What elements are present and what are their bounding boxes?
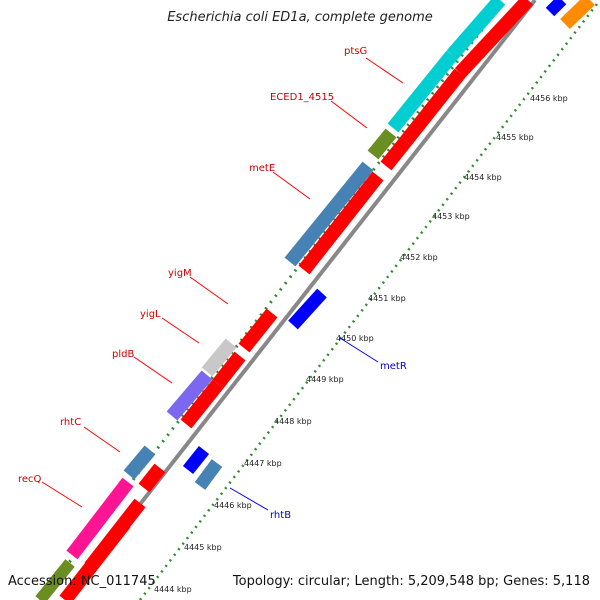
- gene-block-ptsG-2[interactable]: [446, 0, 506, 60]
- reverse-label-leaders: [229, 337, 379, 511]
- tick-label-11: 4455 kbp: [496, 133, 534, 142]
- gene-label-pldB: pldB: [112, 349, 134, 360]
- genome-backbone: [63, 0, 537, 600]
- page-title: Escherichia coli ED1a, complete genome: [167, 10, 433, 25]
- gene-block-olive-small[interactable]: [35, 559, 75, 600]
- red-arrow-9[interactable]: [400, 68, 466, 146]
- inner-dotted-track: [139, 0, 600, 600]
- tick-label-2: 4446 kbp: [214, 501, 252, 510]
- gene-label-yigL: yigL: [140, 309, 161, 320]
- tick-label-4: 4448 kbp: [274, 417, 312, 426]
- forward-strand-arrows: [59, 0, 534, 600]
- tick-label-7: 4451 kbp: [368, 294, 406, 303]
- gene-block-metE[interactable]: [284, 161, 374, 267]
- gene-block-recQ[interactable]: [66, 477, 134, 560]
- tick-label-8: 4452 kbp: [400, 253, 438, 262]
- gene-block-rhtB[interactable]: [194, 459, 223, 490]
- gene-block-orange[interactable]: [560, 0, 595, 30]
- tick-label-5: 4449 kbp: [306, 375, 344, 384]
- outer-dotted-track: [38, 0, 507, 600]
- gene-block-ptsG[interactable]: [387, 50, 458, 133]
- gene-label-metR: metR: [380, 361, 407, 372]
- tick-label-6: 4450 kbp: [336, 334, 374, 343]
- red-arrow-7[interactable]: [298, 171, 384, 275]
- gene-block-pldB[interactable]: [166, 370, 213, 421]
- accession-text: Accession: NC_011745: [8, 574, 156, 589]
- outer-gene-blocks: [35, 0, 595, 600]
- topology-text: Topology: circular; Length: 5,209,548 bp…: [232, 574, 590, 589]
- red-arrow-3[interactable]: [138, 463, 166, 493]
- kbp-tick-labels: 4444 kbp 4445 kbp 4446 kbp 4447 kbp 4448 kbp…: [154, 94, 568, 594]
- gene-label-rhtB: rhtB: [270, 510, 291, 521]
- gene-block-yigL[interactable]: [201, 338, 237, 377]
- tick-label-12: 4456 kbp: [530, 94, 568, 103]
- tick-label-3: 4447 kbp: [244, 459, 282, 468]
- tick-label-9: 4453 kbp: [432, 212, 470, 221]
- red-arrow-8[interactable]: [380, 136, 412, 171]
- red-arrow-5[interactable]: [212, 351, 246, 389]
- gene-label-rhtC: rhtC: [60, 417, 81, 428]
- reverse-gene-labels: rhtB metR: [270, 361, 407, 521]
- gene-block-metR[interactable]: [288, 288, 327, 330]
- gene-block-rhtC[interactable]: [123, 445, 156, 480]
- tick-label-0: 4444 kbp: [154, 585, 192, 594]
- forward-label-leaders: [41, 57, 404, 508]
- tick-label-1: 4445 kbp: [184, 543, 222, 552]
- reverse-strand-genes: [182, 288, 327, 490]
- gene-label-recQ: recQ: [18, 474, 42, 485]
- gene-label-yigM: yigM: [168, 268, 192, 279]
- gene-label-metE: metE: [249, 163, 275, 174]
- gene-label-ptsG: ptsG: [344, 46, 367, 57]
- gene-label-ECED1_4515: ECED1_4515: [270, 92, 334, 103]
- gene-block-reverse-blue-1[interactable]: [182, 445, 210, 475]
- red-arrow-4[interactable]: [180, 379, 224, 429]
- forward-gene-labels: recQ rhtC pldB yigL yigM metE ECED1_4515 ptsG: [18, 46, 367, 485]
- tick-label-10: 4454 kbp: [464, 173, 502, 182]
- red-arrow-2[interactable]: [84, 498, 146, 572]
- red-arrow-6[interactable]: [238, 308, 278, 353]
- red-arrow-10[interactable]: [454, 0, 534, 78]
- gene-block-ECED1_4515[interactable]: [367, 128, 397, 160]
- gene-block-blue-top[interactable]: [545, 0, 567, 17]
